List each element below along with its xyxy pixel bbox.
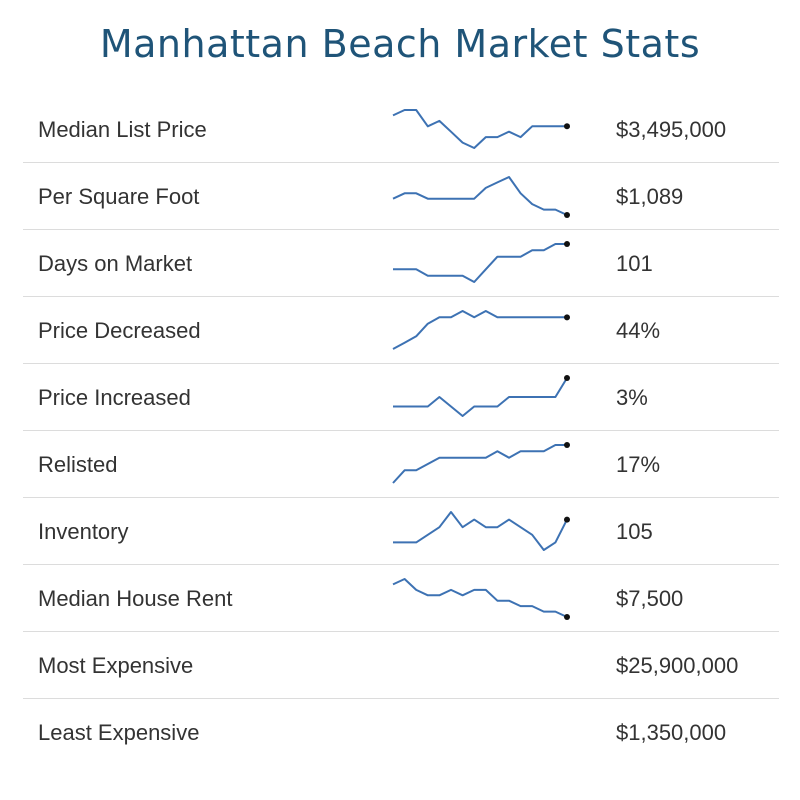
stat-row: Most Expensive $25,900,000 bbox=[23, 632, 779, 699]
stat-value: $1,089 bbox=[616, 184, 684, 209]
sparkline-series bbox=[392, 444, 567, 484]
stat-value: 17% bbox=[616, 452, 661, 477]
stat-row: Price Decreased 44% bbox=[23, 297, 779, 364]
stat-label: Inventory bbox=[38, 519, 129, 544]
stat-value: $7,500 bbox=[616, 586, 684, 611]
sparkline-series bbox=[392, 109, 567, 149]
sparkline-series bbox=[392, 310, 567, 350]
sparkline bbox=[392, 310, 570, 350]
sparkline bbox=[392, 578, 570, 620]
stat-label: Price Increased bbox=[38, 385, 191, 410]
stat-row: Per Square Foot $1,089 bbox=[23, 163, 779, 230]
stat-label: Relisted bbox=[38, 452, 118, 477]
stat-label: Median List Price bbox=[38, 117, 207, 142]
stat-label: Median House Rent bbox=[38, 586, 233, 611]
sparkline-series bbox=[392, 578, 568, 618]
stat-label: Least Expensive bbox=[38, 720, 200, 745]
sparkline bbox=[393, 375, 570, 417]
sparkline-endpoint bbox=[564, 212, 570, 218]
stat-value: 105 bbox=[616, 519, 653, 544]
stat-row: Median List Price $3,495,000 bbox=[23, 96, 779, 163]
sparkline bbox=[392, 109, 570, 149]
stat-row: Relisted 17% bbox=[23, 431, 779, 498]
sparkline bbox=[392, 176, 570, 218]
sparkline bbox=[393, 241, 570, 283]
stat-label: Most Expensive bbox=[38, 653, 194, 678]
stat-label: Per Square Foot bbox=[38, 184, 200, 209]
sparkline bbox=[393, 511, 570, 551]
stat-value: $1,350,000 bbox=[616, 720, 727, 745]
page-title: Manhattan Beach Market Stats bbox=[99, 22, 701, 66]
sparkline-series bbox=[393, 243, 567, 283]
stat-row: Inventory 105 bbox=[23, 498, 779, 565]
stat-value: 44% bbox=[616, 318, 661, 343]
sparkline-endpoint bbox=[564, 614, 570, 620]
stat-row: Days on Market 101 bbox=[23, 230, 779, 297]
sparkline-series bbox=[393, 377, 568, 417]
stat-value: $25,900,000 bbox=[616, 653, 739, 678]
stat-label: Days on Market bbox=[38, 251, 193, 276]
sparkline-endpoint bbox=[564, 241, 570, 247]
stat-row: Median House Rent $7,500 bbox=[23, 565, 779, 632]
sparkline-endpoint bbox=[564, 123, 570, 130]
sparkline-endpoint bbox=[564, 442, 570, 448]
sparkline bbox=[392, 442, 570, 484]
sparkline-endpoint bbox=[564, 314, 570, 321]
market-stats-table: Median List Price $3,495,000 Per Square Fo… bbox=[23, 96, 779, 766]
stat-row: Price Increased 3% bbox=[23, 364, 779, 431]
stat-label: Price Decreased bbox=[38, 318, 201, 343]
stat-value: 101 bbox=[616, 251, 653, 276]
stat-value: $3,495,000 bbox=[616, 117, 727, 142]
sparkline-series bbox=[392, 176, 568, 216]
stat-row: Least Expensive $1,350,000 bbox=[23, 699, 779, 766]
sparkline-series bbox=[393, 511, 568, 551]
sparkline-endpoint bbox=[564, 516, 570, 523]
stat-value: 3% bbox=[616, 385, 648, 410]
sparkline-endpoint bbox=[564, 375, 570, 381]
